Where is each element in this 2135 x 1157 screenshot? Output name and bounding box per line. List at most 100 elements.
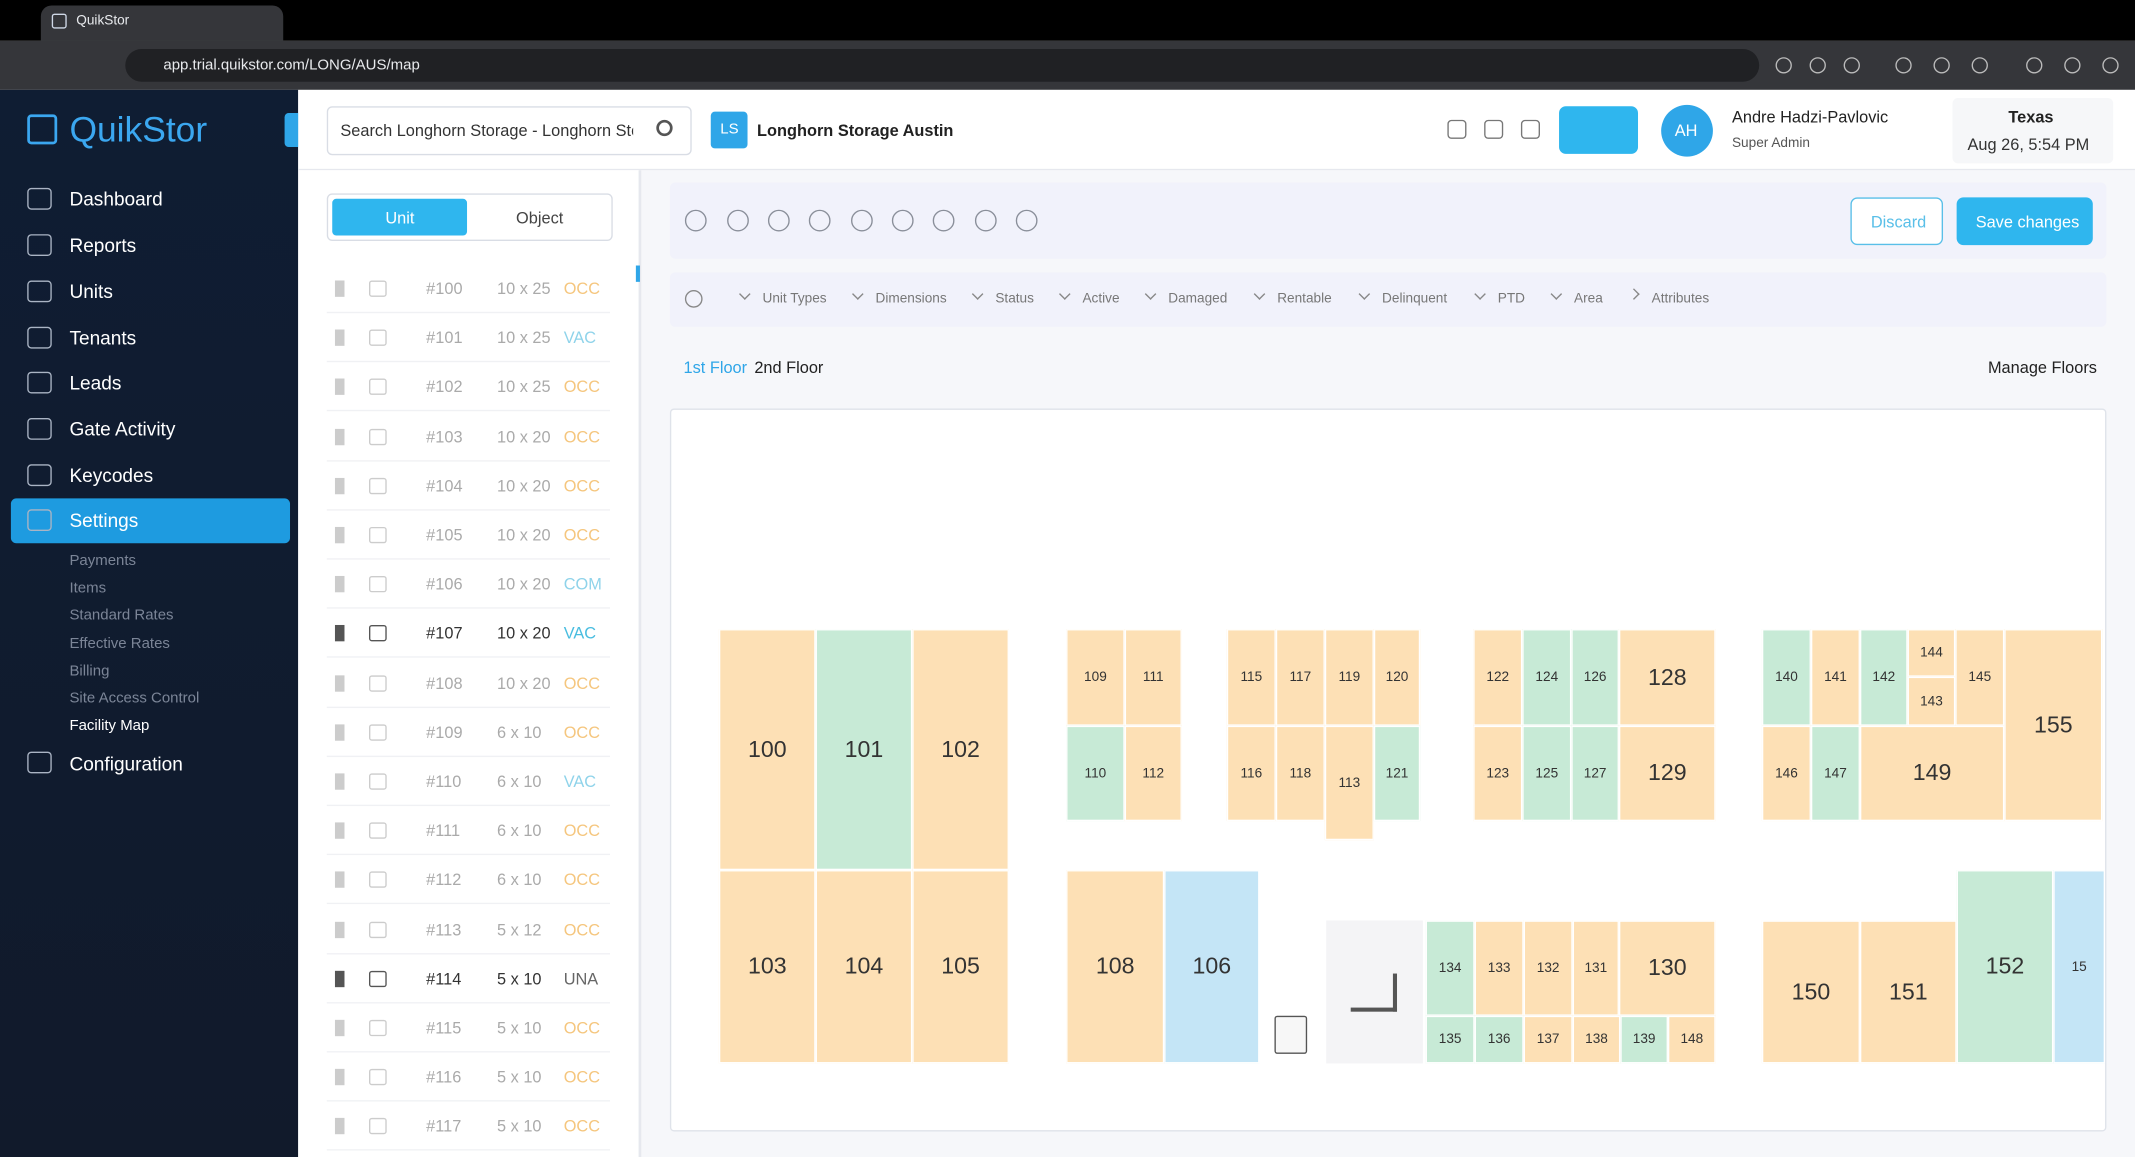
map-unit[interactable]: 106 xyxy=(1164,870,1260,1064)
tab[interactable] xyxy=(40,5,284,41)
submenu-item[interactable]: Site Access Control xyxy=(69,690,200,707)
map-unit[interactable]: 115 xyxy=(1226,629,1276,726)
map-unit[interactable]: 128 xyxy=(1618,629,1716,726)
map-unit[interactable]: 116 xyxy=(1226,725,1276,822)
nav-item[interactable]: Reports xyxy=(69,234,137,256)
tool-icon[interactable] xyxy=(727,209,749,232)
map-unit[interactable]: 110 xyxy=(1066,725,1125,822)
submenu-item[interactable]: Billing xyxy=(69,663,110,680)
unit-row[interactable] xyxy=(326,956,611,1004)
unit-row[interactable] xyxy=(326,266,611,314)
map-unit[interactable]: 117 xyxy=(1275,629,1325,726)
filter[interactable]: Damaged xyxy=(1168,291,1228,307)
map-unit[interactable]: 118 xyxy=(1275,725,1325,822)
manage-floors[interactable]: Manage Floors xyxy=(1987,358,2097,378)
map-unit[interactable]: 104 xyxy=(815,870,913,1064)
map-unit[interactable]: 147 xyxy=(1810,725,1860,822)
unit-row[interactable] xyxy=(326,1103,611,1152)
submenu-item[interactable]: Facility Map xyxy=(69,717,150,734)
map-unit[interactable]: 149 xyxy=(1859,725,2005,822)
map-unit[interactable]: 144 xyxy=(1907,629,1956,677)
submenu-item[interactable]: Items xyxy=(69,580,107,597)
unit-row[interactable] xyxy=(326,463,611,511)
map-unit[interactable]: 123 xyxy=(1473,725,1523,822)
map-unit[interactable]: 146 xyxy=(1761,725,1811,822)
header-icon[interactable] xyxy=(1447,119,1467,139)
floor-tab[interactable]: 2nd Floor xyxy=(754,358,824,378)
map-unit[interactable]: 103 xyxy=(718,870,816,1064)
filter[interactable]: Area xyxy=(1574,291,1603,307)
map-unit[interactable]: 132 xyxy=(1523,920,1573,1016)
tool-icon[interactable] xyxy=(684,209,707,232)
unit-row[interactable] xyxy=(326,512,611,560)
map-unit[interactable]: 111 xyxy=(1124,629,1182,726)
unit-row[interactable] xyxy=(326,413,611,462)
filter[interactable]: Delinquent xyxy=(1382,291,1448,307)
nav-item[interactable]: Gate Activity xyxy=(69,418,176,440)
map-unit[interactable]: 135 xyxy=(1425,1015,1475,1064)
browser-icon[interactable] xyxy=(1775,57,1792,74)
map-unit[interactable]: 139 xyxy=(1620,1015,1668,1064)
map-unit[interactable]: 109 xyxy=(1066,629,1125,726)
map-unit[interactable]: 151 xyxy=(1859,920,1957,1064)
nav-item[interactable]: Configuration xyxy=(69,752,183,775)
floor-tab[interactable]: 1st Floor xyxy=(683,358,748,378)
map-unit[interactable]: 127 xyxy=(1571,725,1619,822)
unit-row[interactable] xyxy=(326,709,611,757)
map-unit[interactable]: 129 xyxy=(1618,725,1716,822)
map-unit[interactable]: 133 xyxy=(1474,920,1524,1016)
header-icon[interactable] xyxy=(1484,119,1504,139)
map-unit[interactable]: 101 xyxy=(815,629,913,871)
unit-row[interactable] xyxy=(326,561,611,609)
nav-item[interactable]: Keycodes xyxy=(69,464,154,487)
map-unit[interactable]: 112 xyxy=(1124,725,1182,822)
map-unit[interactable]: 138 xyxy=(1572,1015,1621,1064)
browser-icon[interactable] xyxy=(1843,57,1860,74)
map-unit[interactable]: 134 xyxy=(1425,920,1475,1016)
map-unit[interactable]: 108 xyxy=(1066,870,1165,1064)
map-unit[interactable]: 143 xyxy=(1907,676,1956,726)
unit-row[interactable] xyxy=(326,808,611,856)
map-unit[interactable]: 121 xyxy=(1373,725,1421,822)
map-unit[interactable]: 113 xyxy=(1324,725,1374,841)
unit-row[interactable] xyxy=(326,857,611,905)
map-unit[interactable]: 141 xyxy=(1810,629,1860,726)
browser-icon[interactable] xyxy=(2102,57,2119,74)
discard-button[interactable] xyxy=(1850,197,1944,246)
map-unit[interactable]: 145 xyxy=(1955,629,2005,726)
browser-icon[interactable] xyxy=(1971,57,1988,74)
map-unit[interactable]: 130 xyxy=(1618,920,1716,1016)
map-unit[interactable]: 148 xyxy=(1667,1015,1716,1064)
browser-icon[interactable] xyxy=(2026,57,2043,74)
browser-icon[interactable] xyxy=(2064,57,2081,74)
nav-item[interactable]: Dashboard xyxy=(69,187,163,210)
map-unit[interactable]: 120 xyxy=(1373,629,1421,726)
unit-row[interactable] xyxy=(326,364,611,412)
tab-label[interactable]: Object xyxy=(516,208,564,228)
unit-row[interactable] xyxy=(326,758,611,807)
filter[interactable]: PTD xyxy=(1497,291,1526,307)
map-unit[interactable]: 124 xyxy=(1522,629,1572,726)
nav-item[interactable]: Leads xyxy=(69,371,122,394)
unit-row[interactable] xyxy=(326,611,611,659)
search-box[interactable] xyxy=(326,106,692,156)
browser-icon[interactable] xyxy=(1895,57,1912,74)
unit-row[interactable] xyxy=(326,1005,611,1053)
unit-row[interactable] xyxy=(326,906,611,954)
submenu-item[interactable]: Effective Rates xyxy=(69,635,170,653)
map-unit[interactable]: 119 xyxy=(1324,629,1374,726)
map-unit[interactable]: 15 xyxy=(2053,870,2106,1064)
nav-selected[interactable] xyxy=(10,498,291,544)
tool-icon[interactable] xyxy=(891,209,914,232)
tool-icon[interactable] xyxy=(974,209,997,232)
user-name[interactable]: Andre Hadzi-Pavlovic xyxy=(1731,107,1889,127)
submenu-item[interactable]: Payments xyxy=(69,552,137,570)
unit-row[interactable] xyxy=(326,315,611,363)
unit-row[interactable] xyxy=(326,660,611,708)
map-unit[interactable]: 105 xyxy=(912,870,1009,1064)
filter[interactable]: Active xyxy=(1082,291,1120,307)
nav-item[interactable]: Tenants xyxy=(69,326,137,349)
tab-unit[interactable] xyxy=(332,198,468,236)
payment-button[interactable] xyxy=(1559,106,1639,154)
map-unit[interactable]: 136 xyxy=(1474,1015,1524,1064)
